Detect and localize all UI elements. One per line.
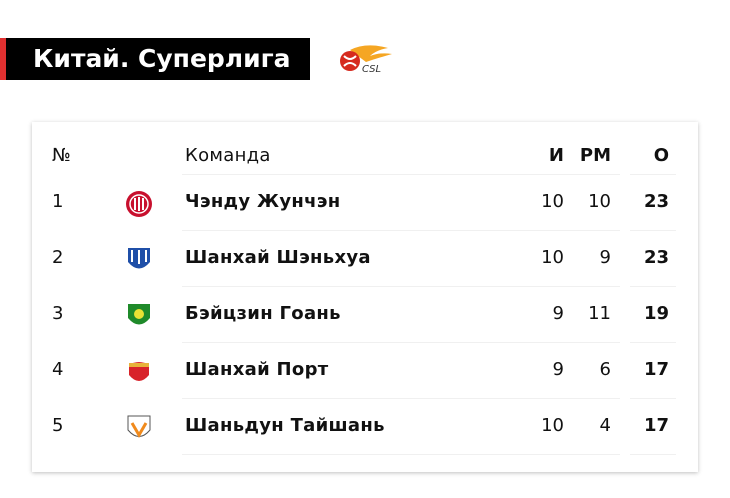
row-divider bbox=[182, 454, 620, 455]
points: 23 bbox=[643, 191, 669, 212]
title-accent bbox=[0, 38, 6, 80]
header-team: Команда bbox=[185, 145, 271, 166]
header-num: № bbox=[52, 145, 71, 166]
row-divider bbox=[630, 454, 676, 455]
row-divider bbox=[182, 230, 620, 231]
row-divider bbox=[182, 286, 620, 287]
standings-table: № Команда И РМ О 1 Чэнду Жунчэн 10 10 23… bbox=[32, 122, 698, 472]
points: 17 bbox=[643, 359, 669, 380]
goal-difference: 9 bbox=[599, 247, 611, 268]
row-divider bbox=[630, 398, 676, 399]
goal-difference: 11 bbox=[588, 303, 611, 324]
position: 5 bbox=[52, 415, 64, 436]
points: 19 bbox=[643, 303, 669, 324]
svg-text:CSL: CSL bbox=[362, 64, 381, 75]
row-divider bbox=[182, 398, 620, 399]
team-badge-icon bbox=[127, 415, 151, 438]
header-diff: РМ bbox=[579, 145, 611, 166]
team-badge-icon bbox=[128, 248, 150, 269]
team-badge-icon bbox=[129, 362, 149, 381]
team-name[interactable]: Чэнду Жунчэн bbox=[185, 191, 341, 212]
team-name[interactable]: Шанхай Порт bbox=[185, 359, 329, 380]
csl-logo: CSL bbox=[340, 45, 392, 75]
table-row[interactable]: 3 Бэйцзин Гоань 9 11 19 bbox=[32, 286, 698, 342]
page-title: Китай. Суперлига bbox=[6, 38, 310, 80]
points: 17 bbox=[643, 415, 669, 436]
header-games: И bbox=[548, 145, 564, 166]
row-divider bbox=[182, 174, 620, 175]
team-name[interactable]: Бэйцзин Гоань bbox=[185, 303, 341, 324]
team-name[interactable]: Шанхай Шэньхуа bbox=[185, 247, 371, 268]
table-header: № Команда И РМ О bbox=[32, 128, 698, 184]
table-row[interactable]: 5 Шаньдун Тайшань 10 4 17 bbox=[32, 398, 698, 454]
team-badge-icon bbox=[126, 191, 152, 217]
team-badge-icon bbox=[128, 304, 150, 325]
games-played: 10 bbox=[541, 247, 564, 268]
position: 3 bbox=[52, 303, 64, 324]
games-played: 9 bbox=[552, 303, 564, 324]
header-points: О bbox=[653, 145, 669, 166]
row-divider bbox=[630, 286, 676, 287]
position: 4 bbox=[52, 359, 64, 380]
points: 23 bbox=[643, 247, 669, 268]
row-divider bbox=[182, 342, 620, 343]
games-played: 9 bbox=[552, 359, 564, 380]
position: 2 bbox=[52, 247, 64, 268]
table-row[interactable]: 1 Чэнду Жунчэн 10 10 23 bbox=[32, 174, 698, 230]
row-divider bbox=[630, 342, 676, 343]
games-played: 10 bbox=[541, 415, 564, 436]
games-played: 10 bbox=[541, 191, 564, 212]
goal-difference: 4 bbox=[599, 415, 611, 436]
goal-difference: 6 bbox=[599, 359, 611, 380]
table-row[interactable]: 2 Шанхай Шэньхуа 10 9 23 bbox=[32, 230, 698, 286]
team-name[interactable]: Шаньдун Тайшань bbox=[185, 415, 385, 436]
goal-difference: 10 bbox=[588, 191, 611, 212]
table-row[interactable]: 4 Шанхай Порт 9 6 17 bbox=[32, 342, 698, 398]
position: 1 bbox=[52, 191, 64, 212]
row-divider bbox=[630, 174, 676, 175]
row-divider bbox=[630, 230, 676, 231]
